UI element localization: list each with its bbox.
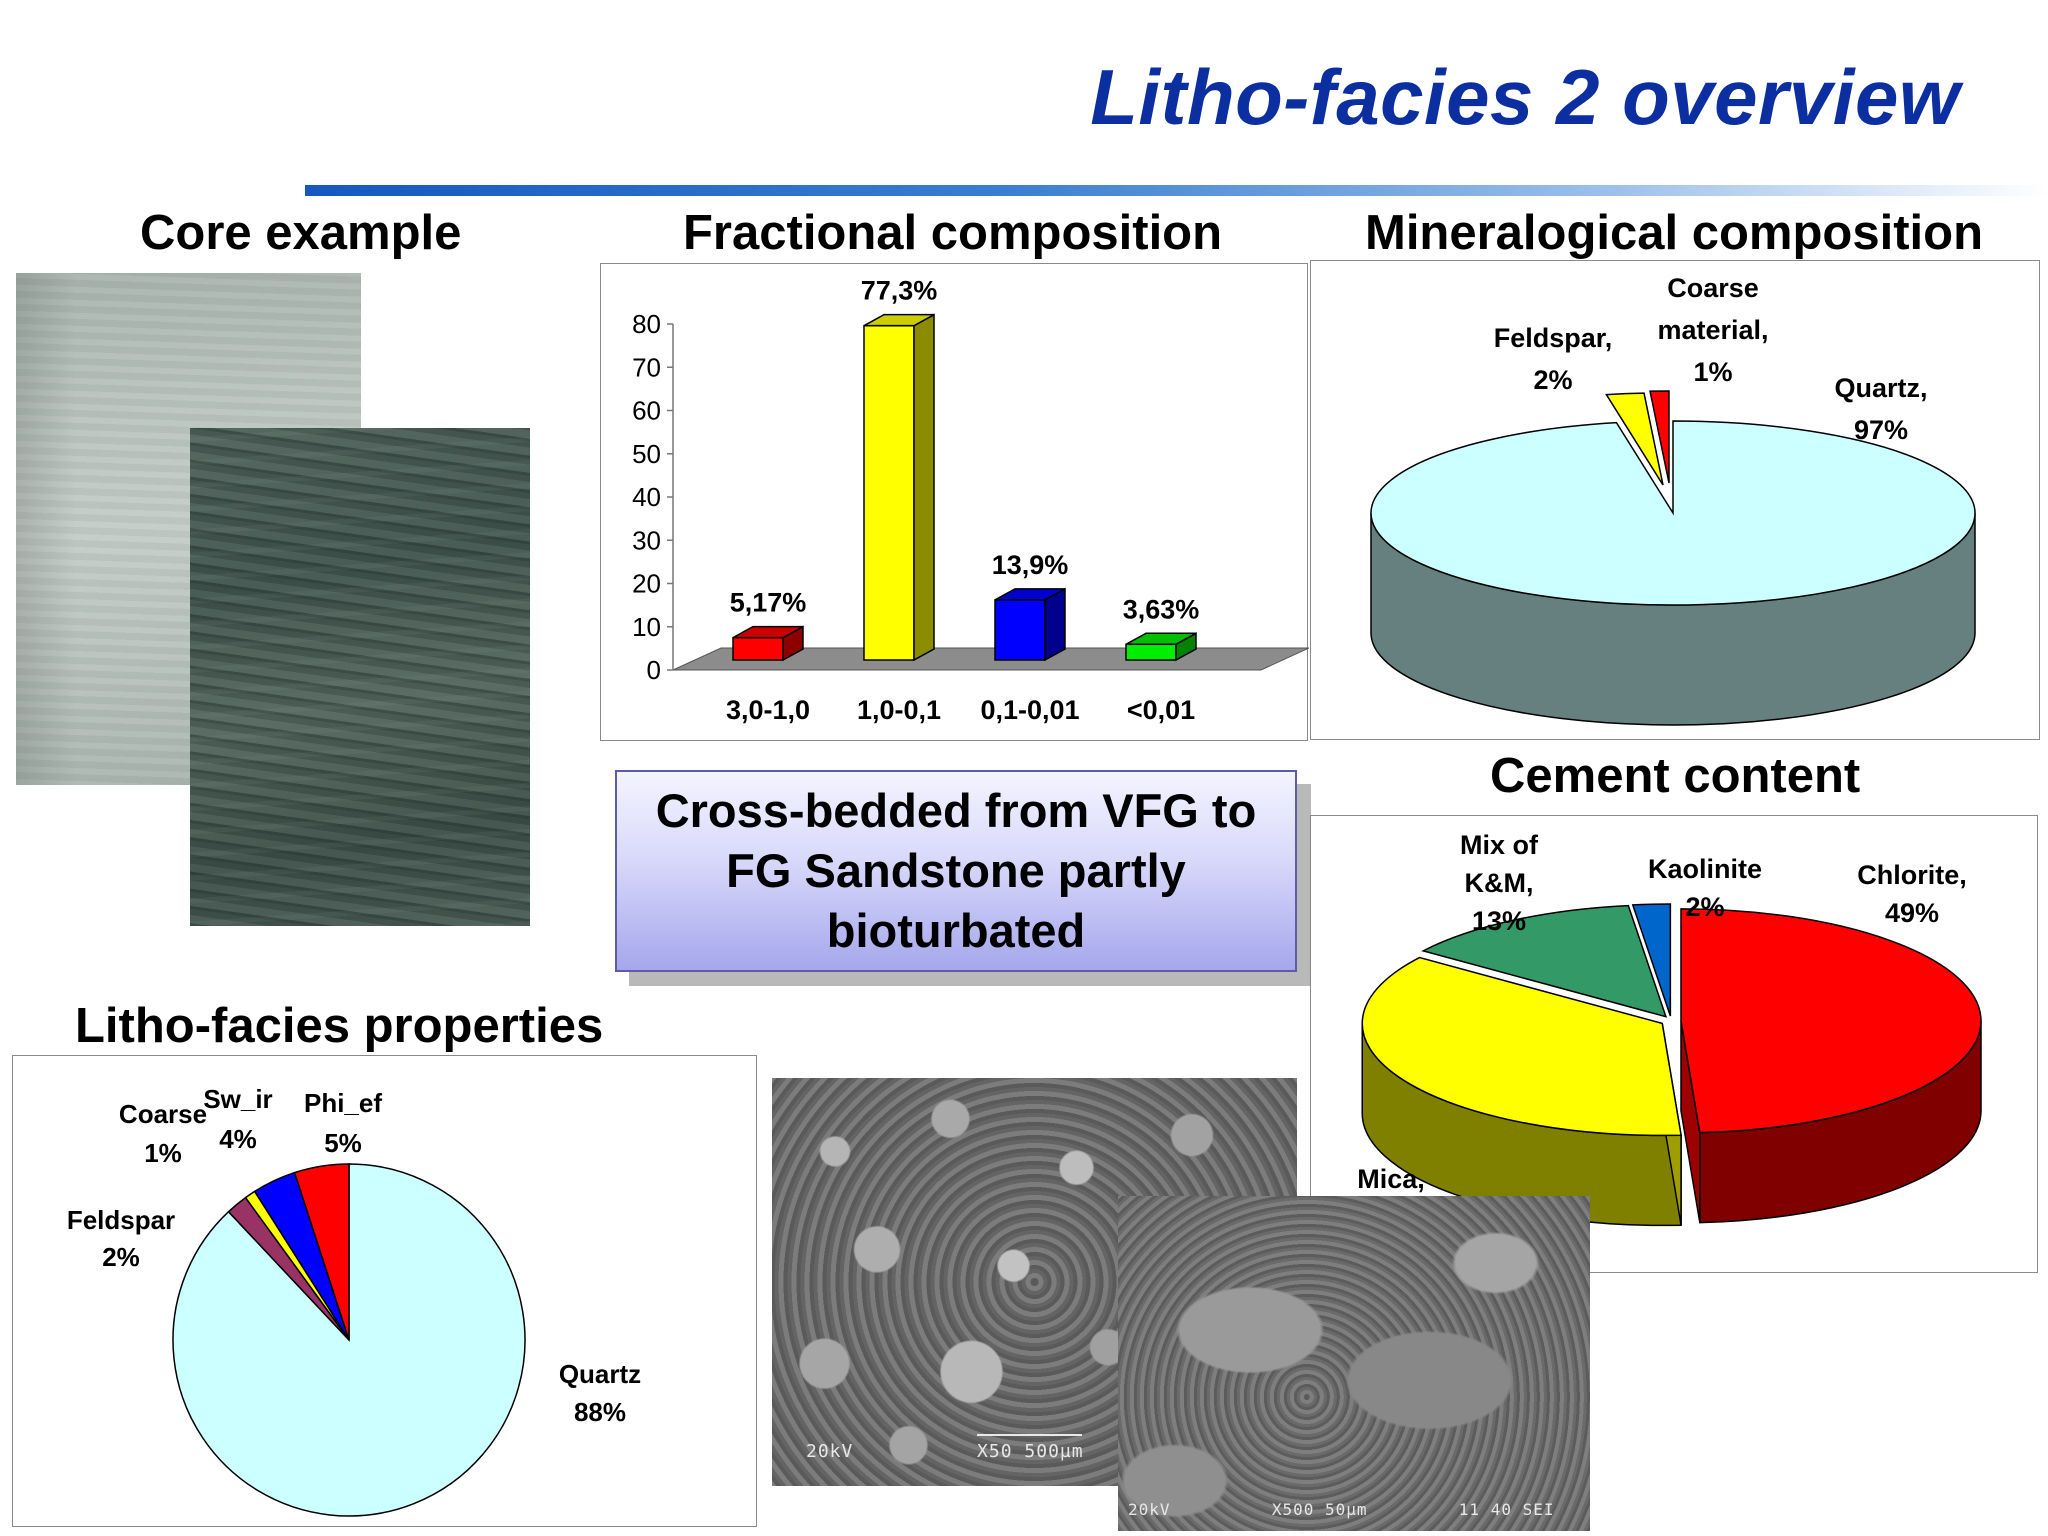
pie-value-mix: 13%	[1472, 906, 1526, 936]
pie-slice-3	[1631, 903, 1672, 1017]
pie-value-kaolinite: 2%	[1685, 892, 1724, 922]
y-tick-label: 50	[632, 439, 661, 469]
pie-slice-1	[1361, 956, 1682, 1137]
sem1-scale-label: X50 500µm	[977, 1441, 1084, 1462]
sem2-extra-label: 11 40 SEI	[1458, 1500, 1555, 1519]
sem1-kv-label: 20kV	[806, 1441, 854, 1462]
cement-heading: Cement content	[1490, 749, 1861, 803]
pie-label-quartz: Quartz,	[1834, 373, 1927, 403]
pie-value-coarse: 1%	[1693, 357, 1732, 387]
sem-photo-high-mag: 20kV X500 50µm 11 40 SEI	[1118, 1196, 1590, 1531]
pie-label-mix-2: K&M,	[1465, 868, 1534, 898]
pie-value-chlorite: 49%	[1885, 898, 1939, 928]
bar-side	[913, 313, 935, 662]
pie-slice-phief	[293, 1163, 350, 1341]
bar-data-label: 5,17%	[730, 588, 807, 618]
sem2-scale-label: X500 50µm	[1271, 1500, 1368, 1519]
y-tick-label: 80	[632, 309, 661, 339]
pie-slice-quartz	[172, 1163, 526, 1517]
y-tick-label: 0	[647, 655, 661, 685]
bar-top	[732, 625, 804, 639]
mineralogical-heading: Mineralogical composition	[1365, 206, 1984, 260]
bar	[1125, 643, 1177, 661]
pie-label-1: Feldspar	[67, 1205, 175, 1235]
bar	[994, 599, 1046, 661]
y-tick-label: 10	[632, 612, 661, 642]
pie-label-2: Coarse	[119, 1099, 207, 1129]
title-underline	[305, 185, 2048, 196]
core-photo-dark	[190, 428, 530, 926]
pie-slice-quartz	[1370, 420, 1976, 606]
properties-heading: Litho-facies properties	[75, 999, 604, 1053]
bar-side	[1044, 587, 1066, 662]
y-tick-label: 20	[632, 569, 661, 599]
fractional-heading: Fractional composition	[683, 206, 1223, 260]
facies-description-text: Cross-bedded from VFG to FG Sandstone pa…	[655, 784, 1257, 957]
mineralogical-pie-chart: Quartz, 97% Feldspar, 2% Coarse material, 1%	[1370, 273, 1976, 726]
pie-value-2: 1%	[144, 1138, 182, 1168]
bar-top	[994, 588, 1066, 601]
fractional-chart-panel: 0 10 20 30 40 50 60 70 80 5,17% 3,0-1,0 77,3% 1,0-0,…	[600, 263, 1310, 741]
y-tick-label: 70	[632, 352, 661, 382]
pie-label-mix: Mix of	[1460, 830, 1539, 860]
bar-data-label: 77,3%	[861, 276, 938, 306]
mineralogical-chart-panel: Quartz, 97% Feldspar, 2% Coarse material, 1%	[1310, 260, 2040, 740]
pie-value-4: 5%	[324, 1128, 362, 1158]
facies-description-callout: Cross-bedded from VFG to FG Sandstone pa…	[615, 770, 1297, 972]
core-example-heading: Core example	[140, 206, 462, 260]
pie-label-feldspar: Feldspar,	[1494, 323, 1613, 353]
pie-label-mica: Mica,	[1357, 1164, 1425, 1194]
bar-top	[1125, 632, 1197, 646]
pie-slice-feldspar	[1605, 392, 1664, 486]
y-tick-label: 30	[632, 525, 661, 555]
sem2-kv-label: 20kV	[1128, 1500, 1171, 1519]
bar	[732, 636, 784, 661]
bar-top	[863, 313, 935, 327]
pie-value-feldspar: 2%	[1533, 365, 1572, 395]
pie-label-coarse-2: material,	[1657, 315, 1768, 345]
sem1-scale-bar	[977, 1434, 1082, 1436]
category-label: <0,01	[1127, 695, 1195, 725]
bar-data-label: 13,9%	[992, 550, 1069, 580]
y-tick-label: 60	[632, 396, 661, 426]
pie-label-coarse: Coarse	[1667, 273, 1759, 303]
pie-label-4: Phi_ef	[304, 1088, 382, 1118]
pie-value-1: 2%	[102, 1242, 140, 1272]
fractional-bar-chart: 0 10 20 30 40 50 60 70 80 5,17% 3,0-1,0 77,3% 1,0-0,…	[632, 276, 1310, 725]
properties-pie-chart: Quartz 88% Feldspar 2% Coarse 1% Sw_ir 4% Phi_ef…	[67, 1084, 641, 1517]
pie-value-3: 4%	[219, 1124, 257, 1154]
y-tick-label: 40	[632, 482, 661, 512]
pie-label-0: Quartz	[559, 1359, 641, 1389]
category-label: 0,1-0,01	[980, 695, 1079, 725]
properties-chart-panel: Quartz 88% Feldspar 2% Coarse 1% Sw_ir 4% Phi_ef…	[12, 1055, 757, 1527]
bar	[863, 324, 915, 661]
pie-label-3: Sw_ir	[203, 1084, 272, 1114]
pie-value-0: 88%	[574, 1397, 626, 1427]
category-label: 3,0-1,0	[726, 695, 810, 725]
pie-value-quartz: 97%	[1854, 415, 1908, 445]
pie-slice-0	[1680, 908, 1982, 1134]
pie-slice-2	[1421, 904, 1668, 1018]
pie-label-kaolinite: Kaolinite	[1648, 854, 1762, 884]
pie-slice-coarse	[1649, 390, 1670, 484]
bar-data-label: 3,63%	[1123, 594, 1200, 624]
category-label: 1,0-0,1	[857, 695, 941, 725]
pie-label-chlorite: Chlorite,	[1857, 860, 1967, 890]
cement-chart-panel: Chlorite,49%Mica,36%Mix ofK&M,13%Kaolini…	[1310, 815, 2038, 1273]
slide-title: Litho-facies 2 overview	[1090, 53, 1960, 141]
